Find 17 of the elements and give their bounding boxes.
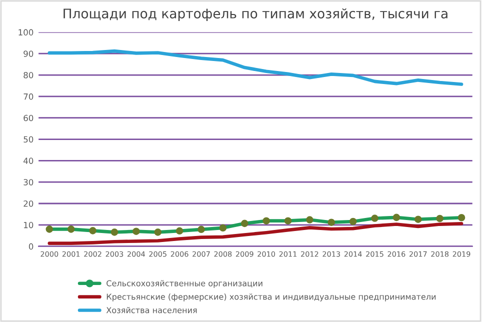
line-series [48, 222, 464, 245]
line-series [48, 49, 464, 86]
y-tick-label: 70 [24, 93, 34, 100]
legend-label: Крестьянские (фермерские) хозяйства и индивидуальные предприниматели [106, 294, 436, 302]
y-tick-label: 0 [28, 243, 34, 250]
y-tick-label: 60 [24, 114, 34, 122]
y-tick-label: 30 [24, 179, 34, 186]
legend-label: Сельскохозяйственные организации [106, 280, 262, 288]
y-tick-label: 50 [24, 136, 34, 143]
chart-title: Площади под картофель по типам хозяйств, тысячи га [64, 8, 448, 22]
y-tick-label: 100 [18, 29, 34, 36]
y-tick-label: 80 [24, 72, 34, 78]
y-tick-label: 40 [24, 158, 34, 164]
y-tick-label: 10 [24, 222, 34, 228]
legend-label: Хозяйства населения [106, 306, 197, 314]
y-tick-label: 90 [24, 50, 34, 57]
y-tick-label: 20 [24, 200, 34, 207]
